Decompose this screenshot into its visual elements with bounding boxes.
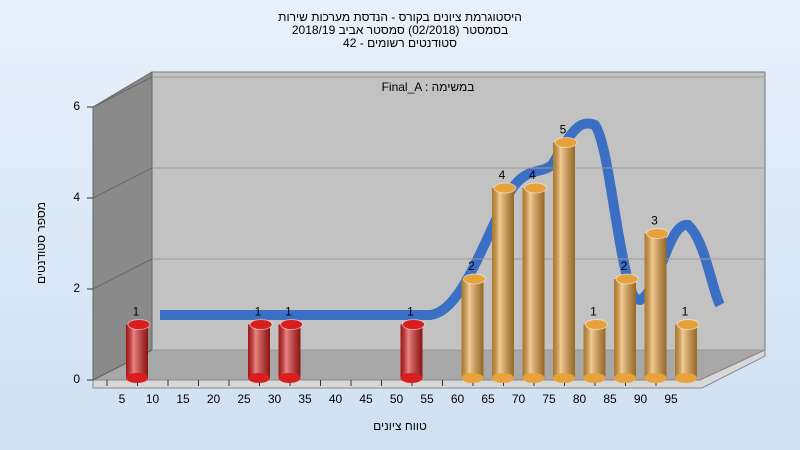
chart-title: היסטוגרמת ציונים בקורס - הנדסת מערכות שי… xyxy=(278,10,522,24)
value-label: 4 xyxy=(529,168,536,182)
bar-top xyxy=(493,182,517,194)
bar-base xyxy=(400,373,423,383)
bar-shade xyxy=(644,233,667,378)
bar-top xyxy=(402,319,425,330)
grid-line xyxy=(92,167,153,199)
bar-base xyxy=(553,373,575,383)
y-tick-label: 6 xyxy=(73,99,80,113)
x-tick-label: 10 xyxy=(146,392,160,406)
bar-shade xyxy=(461,279,484,378)
bar-base xyxy=(644,373,667,383)
bar-shade xyxy=(553,142,575,378)
bar-shade xyxy=(522,188,545,378)
chart-subtitle: סטודנטים רשומים - 42 xyxy=(343,36,457,50)
bar-base xyxy=(248,373,270,383)
bar-shade xyxy=(278,324,301,378)
chart-subtitle: בסמסטר (02/2018) סמסטר אביב 2018/19 xyxy=(292,23,508,37)
x-tick-label: 15 xyxy=(176,392,190,406)
value-label: 1 xyxy=(682,305,689,319)
value-label: 3 xyxy=(651,214,658,228)
bar-top xyxy=(585,319,608,330)
bar-top xyxy=(524,182,547,194)
bar-top xyxy=(280,319,303,330)
bar-top xyxy=(554,137,578,148)
bar-base xyxy=(522,373,545,383)
bar-base xyxy=(126,373,148,383)
y-tick-label: 2 xyxy=(73,281,80,295)
bar-top xyxy=(127,319,151,330)
grid-line xyxy=(92,258,153,290)
bar-top xyxy=(249,319,273,330)
x-tick-label: 20 xyxy=(207,392,221,406)
value-label: 4 xyxy=(499,168,506,182)
x-tick-label: 35 xyxy=(298,392,312,406)
bar-base xyxy=(461,373,484,383)
x-tick-label: 60 xyxy=(451,392,465,406)
x-tick-label: 25 xyxy=(237,392,251,406)
bar-top xyxy=(646,228,669,239)
x-tick-label: 85 xyxy=(603,392,617,406)
bar-top xyxy=(676,319,700,330)
x-tick-label: 80 xyxy=(573,392,587,406)
bar-shade xyxy=(675,324,697,378)
value-label: 2 xyxy=(468,259,475,273)
x-tick-label: 40 xyxy=(329,392,343,406)
bar-base xyxy=(492,373,514,383)
value-label: 1 xyxy=(285,305,292,319)
bar-base xyxy=(278,373,301,383)
x-tick-label: 55 xyxy=(420,392,434,406)
value-label: 1 xyxy=(255,305,262,319)
value-label: 1 xyxy=(133,305,140,319)
x-tick-label: 95 xyxy=(664,392,678,406)
bar-top xyxy=(463,273,486,285)
x-tick-label: 90 xyxy=(634,392,648,406)
y-tick-label: 0 xyxy=(73,372,80,386)
x-tick-label: 75 xyxy=(542,392,556,406)
back-wall xyxy=(151,71,766,351)
value-label: 5 xyxy=(560,123,567,137)
y-tick-label: 4 xyxy=(73,190,80,204)
bar-shade xyxy=(248,324,270,378)
bar-shade xyxy=(583,324,606,378)
bar-shade xyxy=(126,324,148,378)
bar-shade xyxy=(492,188,514,378)
value-label: 1 xyxy=(590,305,597,319)
bar-shade xyxy=(400,324,423,378)
value-label: 2 xyxy=(621,259,628,273)
x-tick-label: 30 xyxy=(268,392,282,406)
y-axis-label: מספר סטודנטים xyxy=(34,202,48,284)
annotation: Final_A : במשימה xyxy=(382,80,475,94)
x-tick-label: 65 xyxy=(481,392,495,406)
x-tick-label: 70 xyxy=(512,392,526,406)
floor-edge xyxy=(92,349,766,389)
bar-base xyxy=(583,373,606,383)
bar-base xyxy=(614,373,636,383)
x-tick-label: 45 xyxy=(359,392,373,406)
value-label: 1 xyxy=(407,305,414,319)
bar-base xyxy=(675,373,697,383)
bar-top xyxy=(615,273,639,285)
x-axis-label: טווח ציונים xyxy=(373,419,427,433)
bar-shade xyxy=(614,279,636,378)
x-tick-label: 50 xyxy=(390,392,404,406)
x-tick-label: 5 xyxy=(119,392,126,406)
grid-line xyxy=(92,76,153,108)
